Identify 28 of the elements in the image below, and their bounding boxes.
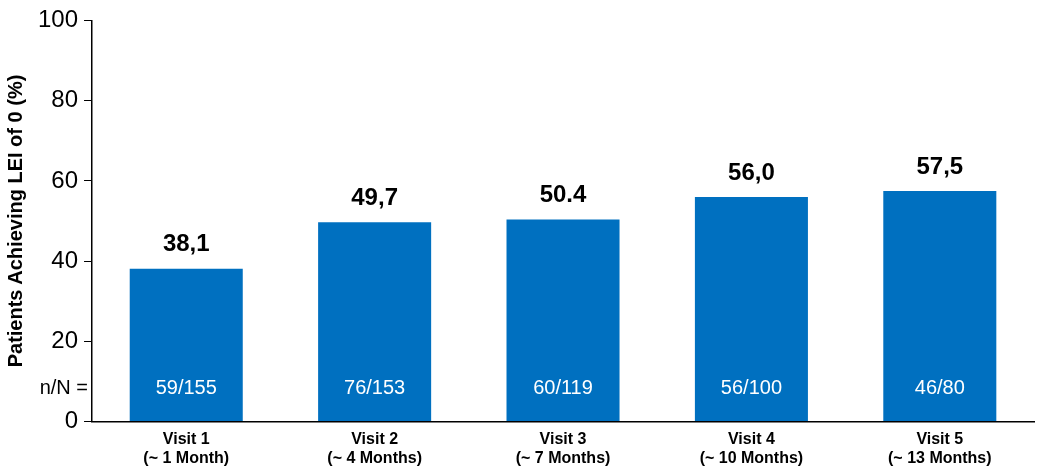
annotation: 46/80 [914, 376, 965, 399]
data-label: 49,7 [351, 182, 398, 210]
y-tick-label: 100 [38, 5, 79, 33]
y-tick-label: 60 [51, 165, 79, 193]
data-label: 50.4 [539, 180, 588, 208]
bar [694, 196, 808, 422]
x-tick-label: Visit 2 (~ 4 Months) [327, 429, 422, 466]
y-axis-title: Patients Achieving LEI of 0 (%) [3, 74, 26, 368]
data-label: 57,5 [916, 151, 964, 179]
x-tick-label: Visit 1 (~ 1 Month) [143, 429, 230, 466]
annotation: 56/100 [720, 376, 782, 399]
bar [318, 222, 432, 422]
x-tick-label: Visit 4 (~ 10 Months) [699, 429, 804, 466]
y-tick-label: 0 [64, 406, 79, 434]
bar [129, 268, 243, 422]
y-tick-label: 80 [51, 85, 79, 113]
y-tick-label: 20 [51, 325, 79, 353]
data-label: 38,1 [162, 229, 210, 257]
bar [506, 219, 620, 422]
annotation: 59/155 [155, 376, 217, 399]
bar [883, 190, 997, 422]
data-label: 56,0 [728, 157, 775, 185]
text: n/N = [39, 376, 89, 399]
y-tick-label: 40 [51, 245, 79, 273]
annotation: 76/153 [344, 376, 406, 399]
annotation: 60/119 [533, 376, 593, 399]
x-tick-label: Visit 5 (~ 13 Months) [888, 429, 992, 466]
x-tick-label: Visit 3 (~ 7 Months) [515, 429, 611, 466]
